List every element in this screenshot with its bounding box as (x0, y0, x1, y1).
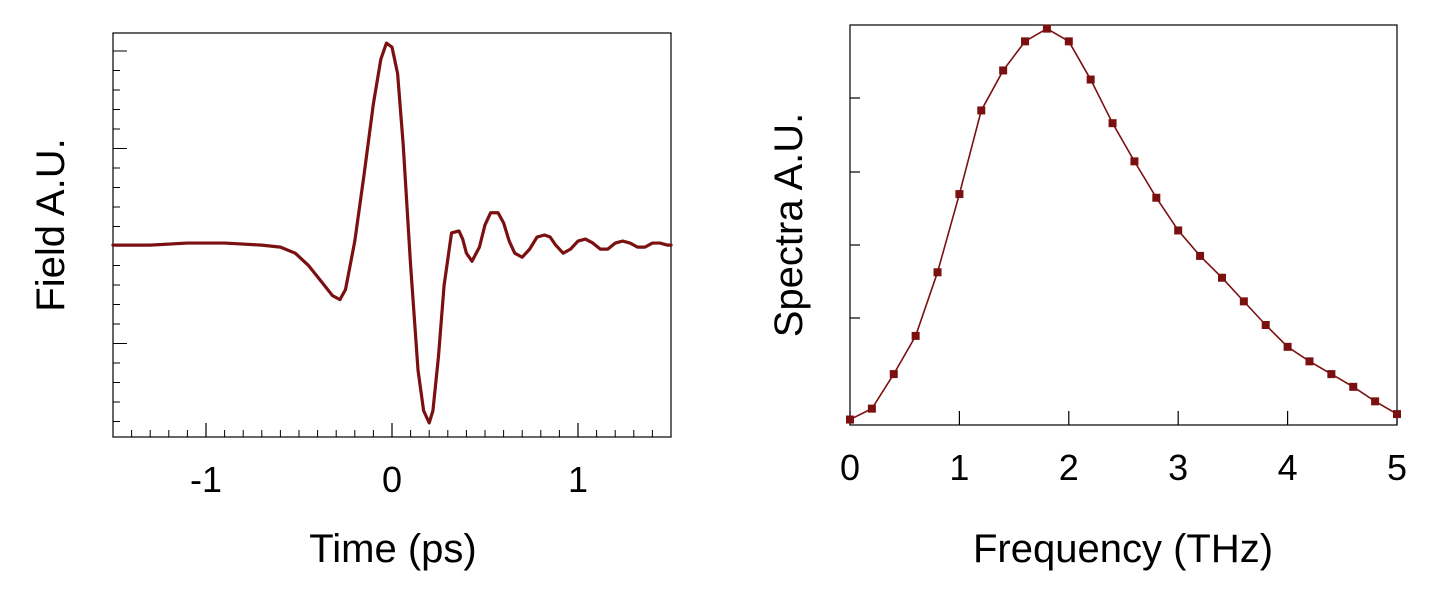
data-point (846, 415, 854, 424)
data-point (1196, 251, 1205, 260)
frequency-domain-chart: 0 1 2 3 4 5 Frequency (THz) Spectra A.U. (767, 24, 1407, 571)
data-point (1327, 370, 1336, 379)
plot-frame (849, 24, 1398, 426)
x-tick-labels: 0 1 2 3 4 5 (840, 447, 1407, 488)
data-point (1217, 273, 1226, 282)
data-point (955, 190, 964, 199)
x-tick-label: 3 (1168, 447, 1188, 488)
data-point (889, 370, 898, 379)
y-axis-label: Spectra A.U. (767, 113, 811, 338)
data-point (977, 106, 986, 115)
data-point (1393, 410, 1401, 419)
axis-ticks (849, 97, 1398, 425)
data-point (911, 331, 920, 340)
data-point (1371, 397, 1380, 406)
series-line (111, 41, 673, 425)
data-point (1021, 37, 1030, 46)
data-point (1305, 357, 1314, 366)
data-point (1086, 75, 1095, 84)
x-tick-label: 1 (949, 447, 969, 488)
axis-ticks (112, 50, 672, 437)
data-point (867, 404, 876, 413)
data-point (1349, 382, 1358, 391)
data-point (1042, 24, 1051, 33)
series-line (849, 27, 1398, 421)
x-tick-label: 2 (1059, 447, 1079, 488)
x-tick-label: 1 (568, 459, 588, 500)
x-tick-label: 0 (382, 459, 402, 500)
data-point (999, 66, 1008, 75)
series-markers (846, 24, 1401, 424)
y-axis-label: Field A.U. (29, 138, 73, 311)
data-point (933, 268, 942, 277)
data-point (1064, 37, 1073, 46)
data-point (1283, 342, 1292, 351)
data-point (1108, 119, 1117, 128)
x-tick-labels: -1 0 1 (190, 459, 588, 500)
data-point (1261, 321, 1270, 329)
x-axis-label: Time (ps) (309, 527, 476, 571)
x-tick-label: -1 (190, 459, 222, 500)
data-point (1239, 297, 1248, 306)
data-point (1174, 226, 1183, 235)
data-point (1152, 193, 1161, 202)
data-point (1130, 157, 1139, 166)
x-axis-label: Frequency (THz) (973, 527, 1273, 571)
x-tick-label: 4 (1278, 447, 1298, 488)
x-tick-label: 5 (1387, 447, 1407, 488)
plot-frame (112, 32, 672, 438)
x-tick-label: 0 (840, 447, 860, 488)
time-domain-chart: -1 0 1 Time (ps) Field A.U. (29, 32, 673, 571)
